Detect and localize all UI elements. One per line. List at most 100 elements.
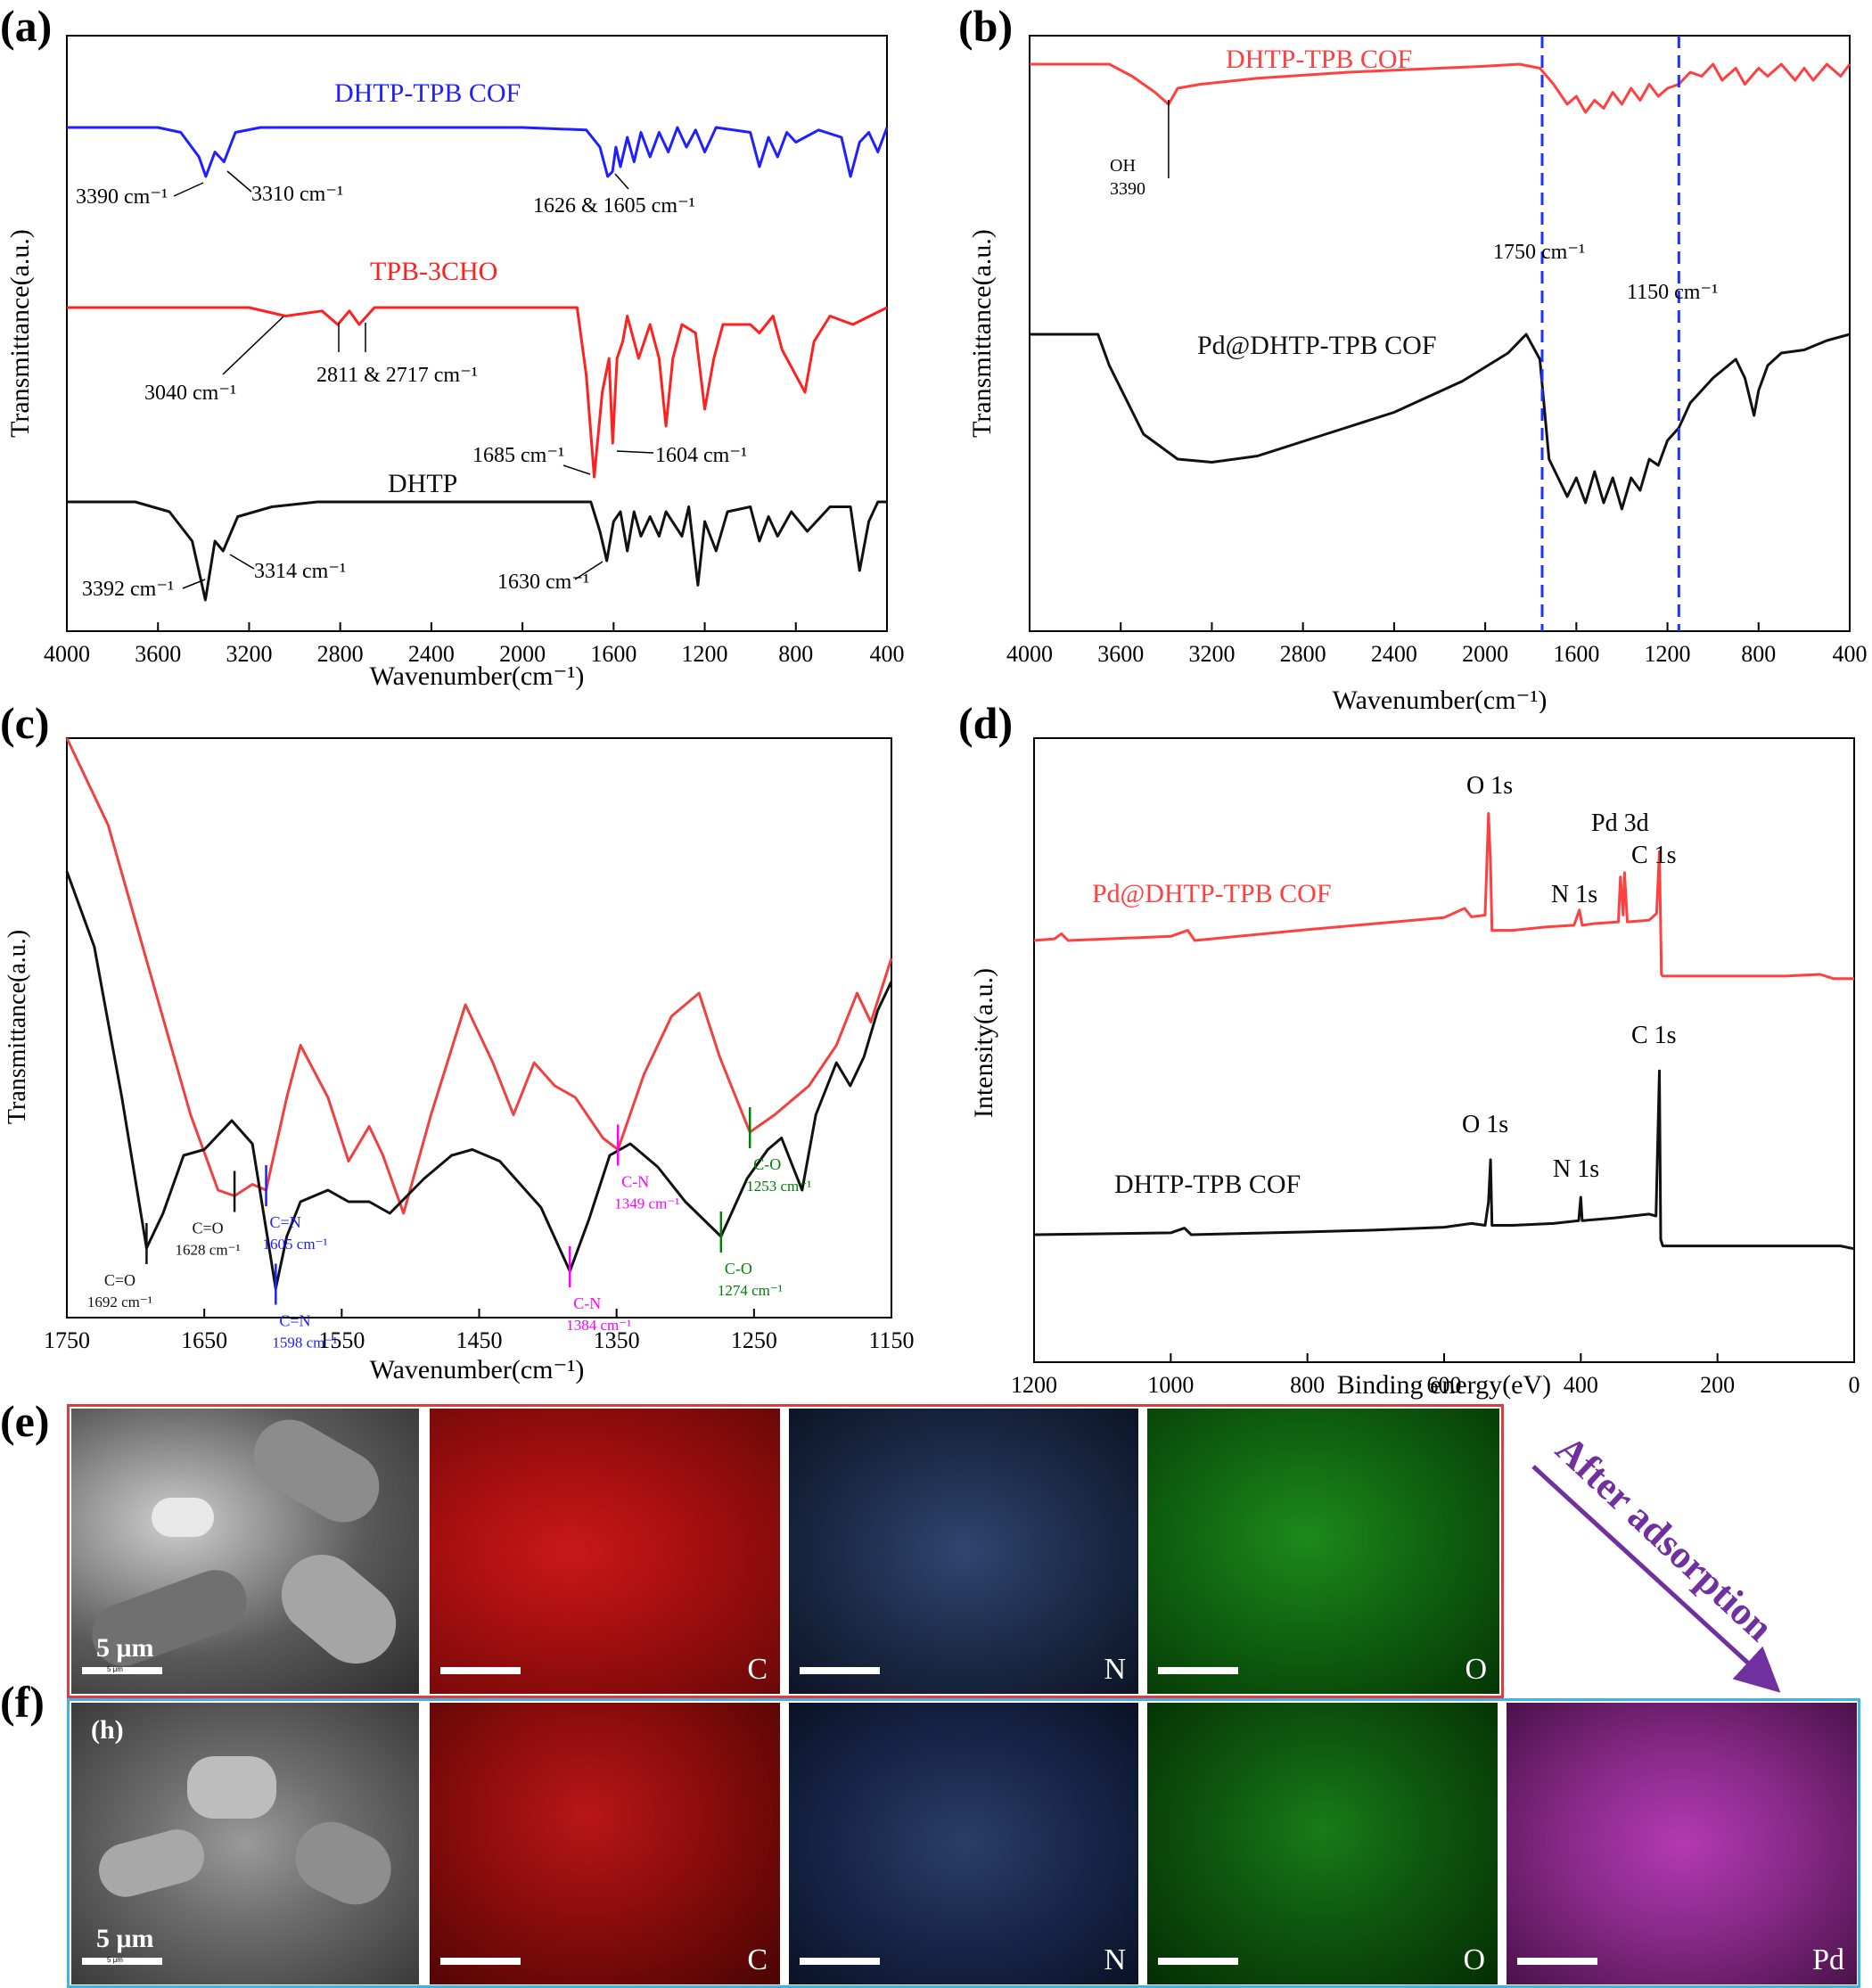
scale-bar-label: 5 μm bbox=[96, 1633, 154, 1663]
scale-bar bbox=[1517, 1958, 1597, 1965]
series-line-dhtp-tpb-cof bbox=[1030, 62, 1851, 114]
scale-bar-tiny-label: 5 μm bbox=[107, 1665, 123, 1673]
annotation: 1630 cm⁻¹ bbox=[497, 571, 589, 594]
plot-frame bbox=[1033, 737, 1855, 1363]
annotation-arrow bbox=[173, 182, 204, 197]
peak-label: N 1s bbox=[1553, 1155, 1599, 1183]
scale-bar bbox=[800, 1958, 880, 1965]
x-tick-label: 2400 bbox=[408, 641, 455, 667]
series-label-tpb-3cho: TPB-3CHO bbox=[370, 257, 497, 286]
x-tick-label: 3600 bbox=[1097, 641, 1144, 667]
peak-label: C=N bbox=[279, 1312, 310, 1330]
series-line-pd-dhtp-tpb-cof bbox=[1030, 333, 1851, 511]
scale-bar bbox=[440, 1667, 521, 1674]
after-adsorption-arrow bbox=[1531, 1465, 1781, 1693]
x-tick-label: 1600 bbox=[590, 641, 636, 667]
scale-bar bbox=[440, 1958, 521, 1965]
element-label: Pd bbox=[1812, 1943, 1844, 1976]
series-label-pd-dhtp-tpb-cof: Pd@DHTP-TPB COF bbox=[1092, 879, 1332, 908]
peak-label: C-N bbox=[573, 1294, 601, 1312]
chart-d: 1200 1000 800 600 400 200 0 Intensity(a.u.) Bi… bbox=[969, 737, 1860, 1400]
x-tick-label: 400 bbox=[870, 641, 905, 667]
peak-value: 1598 cm⁻¹ bbox=[272, 1335, 337, 1351]
series-line-tpb-3cho bbox=[67, 306, 888, 479]
x-tick-label: 2800 bbox=[1280, 641, 1326, 667]
annotation: 1750 cm⁻¹ bbox=[1493, 241, 1585, 264]
y-axis-label: Transmittance(a.u.) bbox=[4, 930, 31, 1124]
series-line-pd-dhtp-tpb-cof bbox=[1033, 812, 1854, 981]
annotation: 1626 & 1605 cm⁻¹ bbox=[533, 194, 695, 218]
x-tick-label: 0 bbox=[1849, 1372, 1860, 1398]
panel-label-b: (b) bbox=[958, 1, 1014, 51]
annotation: 1685 cm⁻¹ bbox=[472, 444, 564, 467]
element-label: N bbox=[1104, 1943, 1126, 1976]
element-label: O bbox=[1463, 1943, 1485, 1976]
x-tick-label: 3600 bbox=[135, 641, 181, 667]
x-tick-label: 1550 bbox=[318, 1327, 365, 1353]
sem-texture bbox=[93, 1823, 210, 1903]
eds-map-o-f: O bbox=[1147, 1703, 1498, 1984]
annotation-arrow bbox=[562, 464, 591, 475]
scale-bar-tiny-label: 5 μm bbox=[107, 1956, 123, 1964]
plot-frame bbox=[66, 35, 888, 632]
scale-bar bbox=[82, 1667, 162, 1674]
x-tick-label: 1200 bbox=[1645, 641, 1691, 667]
chart-c: C=O 1628 cm⁻¹ C=N 1605 cm⁻¹ C-N 1349 cm⁻¹ C-O 1… bbox=[4, 737, 915, 1384]
x-axis-label: Binding energy(eV) bbox=[1337, 1370, 1551, 1400]
sem-texture bbox=[241, 1409, 392, 1536]
x-tick-label: 4000 bbox=[1006, 641, 1053, 667]
x-tick-label: 2800 bbox=[317, 641, 364, 667]
peak-label: C 1s bbox=[1631, 842, 1677, 869]
x-tick-label: 3200 bbox=[226, 641, 272, 667]
x-tick-label: 400 bbox=[1564, 1372, 1598, 1398]
plot-frame bbox=[1029, 35, 1851, 632]
series-label-pd-dhtp-tpb-cof: Pd@DHTP-TPB COF bbox=[1197, 331, 1437, 360]
scale-bar-label: 5 μm bbox=[96, 1924, 154, 1953]
series-label-dhtp-tpb-cof: DHTP-TPB COF bbox=[1114, 1170, 1301, 1199]
plot-frame bbox=[66, 737, 892, 1318]
peak-label: C=O bbox=[193, 1220, 224, 1237]
annotation-arrow bbox=[229, 554, 255, 570]
series-label-dhtp: DHTP bbox=[388, 469, 457, 498]
annotations-a: 3390 cm⁻¹ 3310 cm⁻¹ 1626 & 1605 cm⁻¹ 304… bbox=[76, 170, 747, 601]
peak-label: C=O bbox=[104, 1271, 135, 1289]
sem-highlight bbox=[152, 1498, 214, 1537]
panel-label-f: (f) bbox=[0, 1677, 45, 1727]
y-axis-label: Intensity(a.u.) bbox=[969, 968, 998, 1118]
peak-value: 1384 cm⁻¹ bbox=[566, 1317, 631, 1334]
annotation: 2811 & 2717 cm⁻¹ bbox=[316, 364, 478, 387]
annotation-arrow bbox=[574, 561, 603, 580]
peak-value: 1605 cm⁻¹ bbox=[263, 1236, 328, 1253]
panel-label-c: (c) bbox=[0, 698, 50, 748]
annotation: 1150 cm⁻¹ bbox=[1627, 281, 1718, 304]
peak-label: C-O bbox=[725, 1260, 752, 1277]
x-axis-label: Wavenumber(cm⁻¹) bbox=[1333, 686, 1548, 713]
annotation: 1604 cm⁻¹ bbox=[655, 444, 747, 467]
inset-label: (h) bbox=[91, 1715, 124, 1745]
scale-bar bbox=[1158, 1667, 1238, 1674]
xps-peak-labels: O 1s Pd 3d C 1s N 1s C 1s O 1s N 1s bbox=[1462, 772, 1677, 1183]
sem-image-e: 5 μm 5 μm bbox=[71, 1409, 419, 1694]
chart-a: 4000 3600 3200 2800 2400 2000 1600 1200 800 400 T… bbox=[5, 35, 905, 691]
x-tick-label: 600 bbox=[1427, 1372, 1462, 1398]
x-tick-label: 1450 bbox=[456, 1327, 503, 1353]
panel-label-a: (a) bbox=[0, 1, 53, 51]
x-tick-label: 800 bbox=[1741, 641, 1776, 667]
annotation: 3390 cm⁻¹ bbox=[76, 185, 168, 209]
annotation: 3390 bbox=[1110, 179, 1145, 199]
annotation-arrow bbox=[182, 579, 206, 589]
scale-bar bbox=[82, 1958, 162, 1965]
peak-label: C 1s bbox=[1631, 1022, 1677, 1049]
eds-frame-e bbox=[67, 1404, 1504, 1698]
x-tick-label: 2000 bbox=[1462, 641, 1508, 667]
x-tick-label: 1600 bbox=[1553, 641, 1599, 667]
series-line-dhtp bbox=[67, 500, 887, 602]
x-tick-label: 3200 bbox=[1188, 641, 1235, 667]
chart-b: 4000 3600 3200 2800 2400 2000 1600 1200 800 400 T… bbox=[967, 35, 1868, 713]
x-tick-label: 1200 bbox=[682, 641, 728, 667]
element-label: O bbox=[1465, 1653, 1487, 1686]
panel-label-d: (d) bbox=[958, 698, 1014, 748]
peak-label: C-N bbox=[621, 1173, 649, 1191]
x-tick-label: 2000 bbox=[499, 641, 546, 667]
annotation: 3392 cm⁻¹ bbox=[82, 578, 174, 601]
